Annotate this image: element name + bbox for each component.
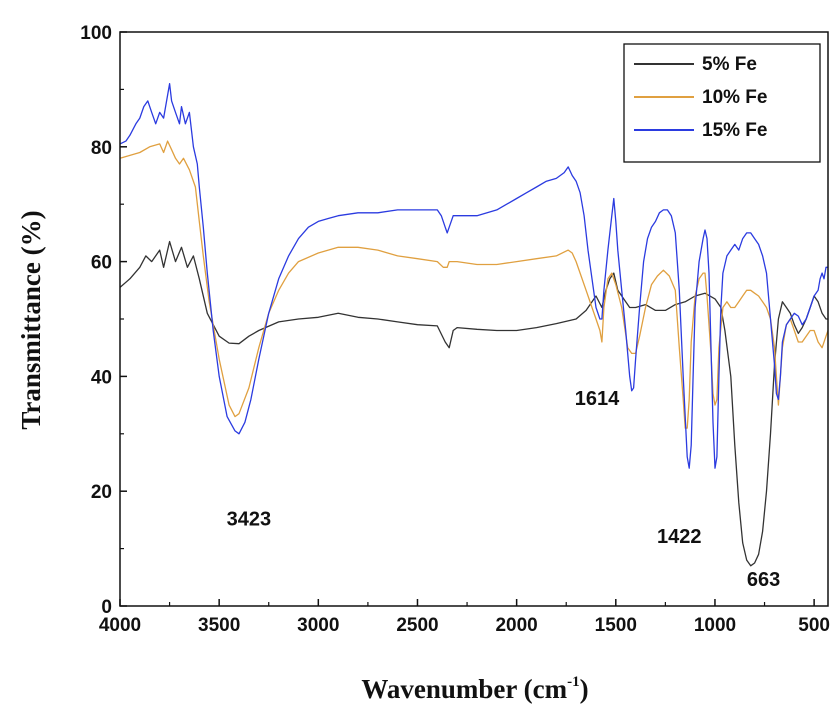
- y-tick-label: 40: [91, 367, 112, 388]
- peak-annotation: 3423: [227, 509, 272, 531]
- peak-annotation: 1614: [575, 388, 620, 410]
- ticks-layer: 4000 3500 3000 2500 2000 1500 1000 500 0 20 40 60 80…: [80, 23, 830, 636]
- x-tick-label: 2000: [495, 615, 537, 636]
- legend: 5% Fe 10% Fe 15% Fe: [623, 43, 821, 163]
- x-tick-label: 2500: [396, 615, 438, 636]
- legend-label: 15% Fe: [702, 120, 767, 141]
- x-tick-label: 3500: [198, 615, 240, 636]
- series-layer: [119, 83, 829, 567]
- x-tick-label: 4000: [99, 615, 141, 636]
- x-tick-label: 1500: [595, 615, 637, 636]
- y-tick-label: 80: [91, 138, 112, 159]
- x-axis-title-main: Wavenumber (cm: [361, 674, 567, 704]
- x-axis-title-close: ): [580, 674, 589, 704]
- peak-annotation: 1422: [657, 526, 702, 548]
- y-tick-label: 0: [101, 597, 112, 618]
- annotation-layer: 3423 1614 1422 663: [227, 388, 781, 591]
- legend-label: 5% Fe: [702, 54, 757, 75]
- x-tick-label: 500: [798, 615, 830, 636]
- x-axis-title-superscript: -1: [567, 674, 580, 690]
- y-axis-title: Transmittance (%): [16, 210, 46, 429]
- x-tick-label: 1000: [694, 615, 736, 636]
- x-axis-title: Wavenumber (cm-1): [361, 674, 588, 704]
- y-tick-label: 20: [91, 482, 112, 503]
- y-tick-label: 100: [80, 23, 112, 44]
- peak-annotation: 663: [747, 569, 780, 591]
- series-line-2: [119, 140, 829, 429]
- series-line-3: [119, 83, 828, 469]
- x-tick-label: 3000: [297, 615, 339, 636]
- y-tick-label: 60: [91, 253, 112, 274]
- legend-label: 10% Fe: [702, 87, 767, 108]
